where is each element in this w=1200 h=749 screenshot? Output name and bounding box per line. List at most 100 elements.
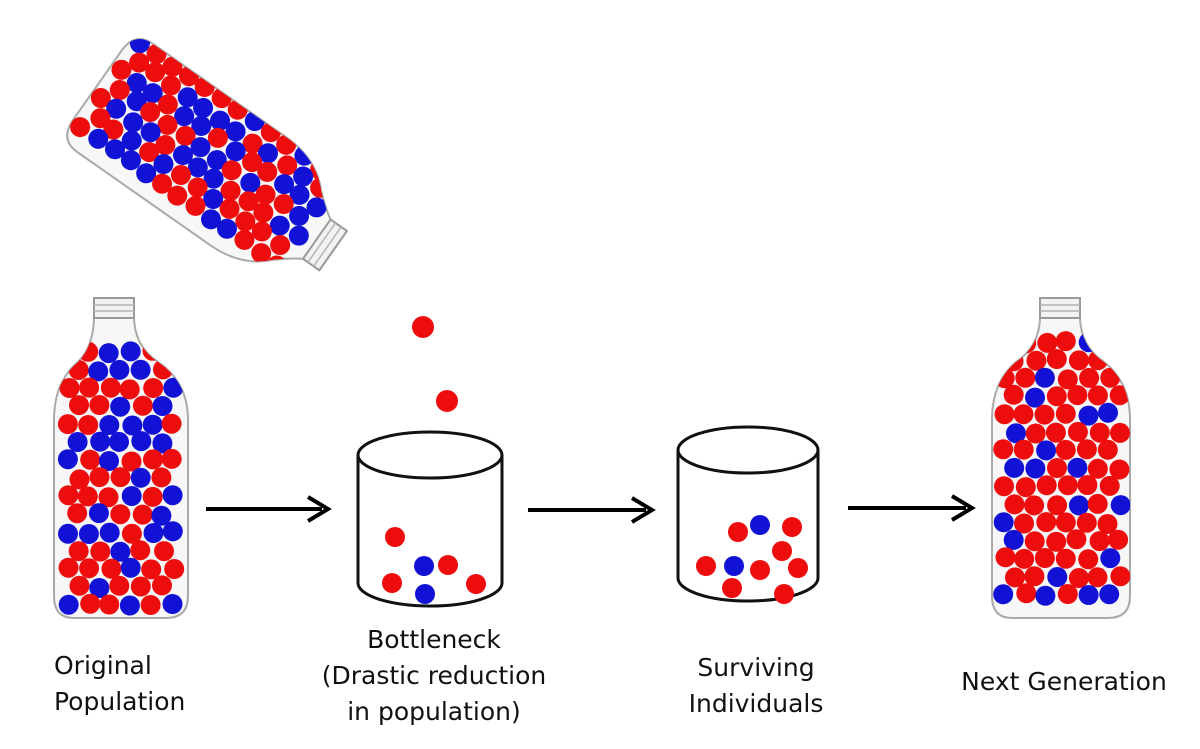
red-bead-icon	[1013, 404, 1034, 425]
blue-bead-icon	[1078, 585, 1099, 605]
blue-bead-icon	[1036, 440, 1057, 461]
red-bead-icon	[1046, 531, 1067, 552]
red-bead-icon	[157, 114, 178, 135]
blue-bead-icon	[1098, 402, 1118, 423]
red-bead-icon	[234, 229, 255, 250]
red-bead-icon	[90, 108, 111, 129]
red-bead-icon	[185, 195, 206, 216]
red-bead-icon	[111, 59, 132, 80]
red-bead-icon	[164, 559, 185, 579]
blue-bead-icon	[120, 557, 141, 578]
red-bead-icon	[1047, 458, 1067, 478]
red-bead-icon	[132, 395, 153, 416]
blue-bead-icon	[88, 128, 109, 149]
blue-bead-icon	[190, 137, 211, 158]
red-bead-icon	[220, 180, 241, 201]
arrow-right-icon	[206, 495, 332, 523]
red-bead-icon	[151, 467, 172, 488]
red-bead-icon	[1024, 495, 1045, 516]
red-bead-icon	[1034, 404, 1055, 425]
red-bead-icon	[69, 469, 90, 490]
red-bead-icon	[255, 184, 276, 205]
red-bead-icon	[257, 161, 278, 182]
blue-bead-icon	[1099, 584, 1120, 605]
blue-bead-icon	[126, 72, 147, 93]
red-bead-icon	[221, 160, 242, 181]
blue-bead-icon	[1004, 457, 1025, 478]
red-bead-icon	[109, 80, 130, 101]
red-bead-icon	[121, 451, 142, 472]
red-bead-icon	[99, 594, 120, 615]
blue-bead-icon	[289, 184, 310, 205]
blue-bead-icon	[1068, 495, 1089, 516]
red-bead-icon	[1087, 385, 1108, 406]
blue-bead-icon	[289, 205, 310, 226]
red-bead-icon	[1108, 529, 1129, 550]
blue-bead-icon	[206, 150, 227, 171]
red-bead-icon	[175, 125, 196, 146]
blue-bead-icon	[414, 556, 434, 576]
red-bead-icon	[207, 127, 228, 148]
blue-bead-icon	[193, 97, 214, 118]
blue-bead-icon	[187, 157, 208, 178]
red-bead-icon	[1016, 583, 1037, 604]
red-bead-icon	[1047, 495, 1068, 516]
red-bead-icon	[466, 574, 486, 594]
red-bead-icon	[270, 235, 291, 256]
blue-bead-icon	[89, 578, 110, 598]
red-bead-icon	[242, 133, 263, 154]
blue-bead-icon	[110, 396, 131, 417]
blue-bead-icon	[153, 154, 174, 175]
red-bead-icon	[1078, 549, 1099, 570]
blue-bead-icon	[1078, 332, 1099, 353]
blue-bead-icon	[143, 523, 164, 543]
red-bead-icon	[145, 62, 166, 83]
red-bead-icon	[80, 449, 101, 470]
red-bead-icon	[1100, 367, 1121, 388]
red-bead-icon	[78, 415, 99, 435]
blue-bead-icon	[1110, 495, 1130, 516]
blue-bead-icon	[162, 485, 183, 506]
red-bead-icon	[750, 560, 770, 580]
red-bead-icon	[1026, 350, 1047, 371]
blue-bead-icon	[105, 139, 126, 160]
red-bead-icon	[1057, 584, 1078, 604]
red-bead-icon	[1014, 548, 1035, 569]
label-line: Bottleneck	[367, 625, 501, 654]
blue-bead-icon	[106, 98, 127, 119]
blue-bead-icon	[993, 512, 1014, 533]
blue-bead-icon	[78, 524, 99, 544]
red-bead-icon	[170, 164, 191, 185]
blue-bead-icon	[210, 110, 231, 131]
red-bead-icon	[152, 173, 173, 194]
red-bead-icon	[994, 404, 1015, 425]
red-bead-icon	[109, 575, 130, 596]
red-bead-icon	[438, 555, 458, 575]
blue-bead-icon	[152, 433, 173, 454]
red-bead-icon	[1055, 439, 1076, 460]
label-next-generation: Next Generation	[942, 664, 1186, 700]
red-bead-icon	[326, 170, 347, 191]
blue-bead-icon	[1035, 585, 1056, 606]
blue-bead-icon	[173, 145, 194, 166]
blue-bead-icon	[126, 91, 147, 112]
blue-bead-icon	[1100, 548, 1121, 569]
red-bead-icon	[219, 198, 240, 219]
original-bottle-neck	[93, 297, 135, 319]
red-bead-icon	[1097, 514, 1118, 534]
blue-bead-icon	[225, 121, 246, 142]
red-bead-icon	[1015, 367, 1036, 388]
red-bead-icon	[1036, 475, 1057, 496]
blue-bead-icon	[57, 449, 78, 470]
red-bead-icon	[1015, 477, 1036, 498]
red-bead-icon	[385, 527, 405, 547]
red-bead-icon	[1024, 566, 1045, 587]
red-bead-icon	[140, 102, 161, 123]
blue-bead-icon	[191, 115, 212, 136]
blue-bead-icon	[90, 431, 111, 452]
red-bead-icon	[772, 541, 792, 561]
blue-bead-icon	[99, 415, 120, 435]
red-bead-icon	[142, 486, 163, 507]
red-bead-icon	[1109, 459, 1130, 480]
red-bead-icon	[70, 117, 91, 138]
